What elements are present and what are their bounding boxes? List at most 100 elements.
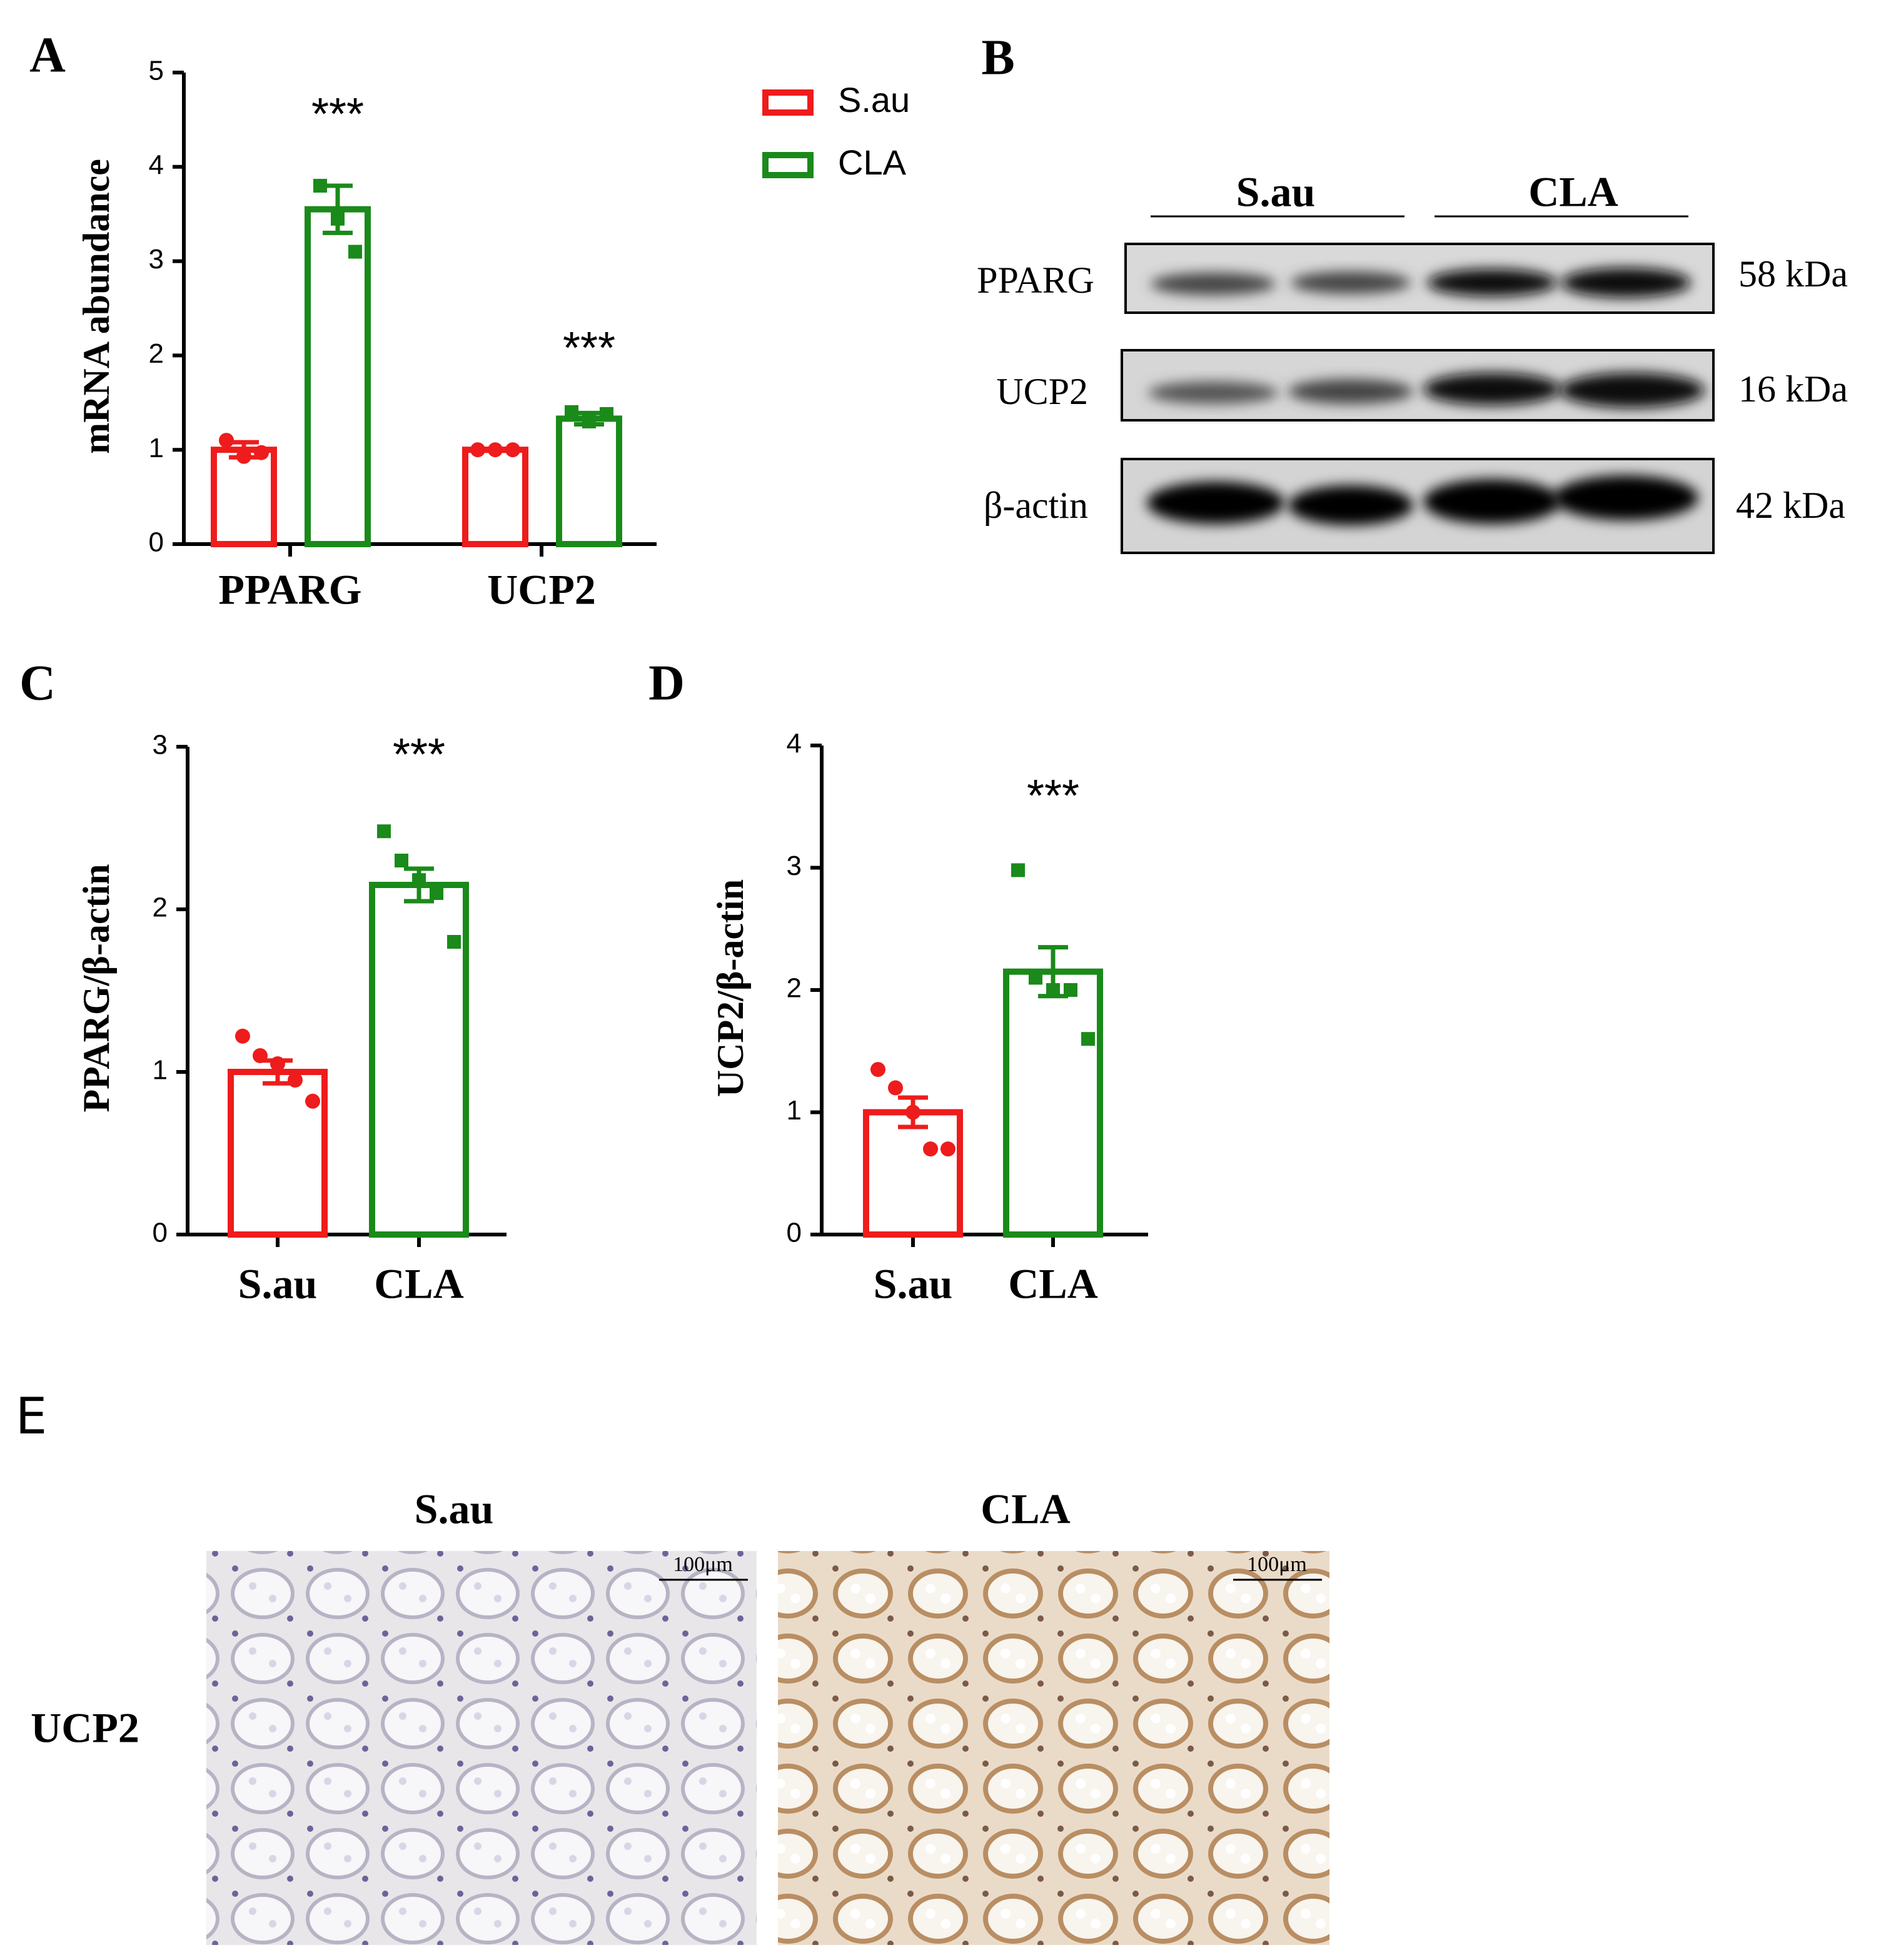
data-point — [331, 211, 345, 226]
y-tick-label: 0 — [149, 527, 164, 558]
x-tick-label: CLA — [1008, 1260, 1098, 1308]
bar — [863, 1109, 963, 1238]
x-tick-label: UCP2 — [487, 566, 596, 614]
panel-label: D — [648, 655, 685, 710]
data-point — [254, 445, 269, 460]
band — [1427, 269, 1557, 296]
band — [1291, 271, 1411, 294]
size-label: 16 kDa — [1738, 368, 1848, 410]
size-label: 58 kDa — [1738, 253, 1848, 295]
legend-label: CLA — [838, 143, 907, 182]
data-point — [235, 1028, 250, 1044]
data-point — [1029, 971, 1042, 985]
row-label: β-actin — [984, 485, 1088, 526]
y-tick-label: 1 — [153, 1055, 168, 1086]
histology: E S.au CLA UCP2 100μm 100μm — [16, 1387, 1329, 1945]
y-axis-label: mRNA abundance — [76, 159, 117, 454]
data-point — [1081, 1032, 1095, 1046]
panel-label: C — [19, 655, 56, 710]
data-point — [430, 886, 443, 900]
group-label: S.au — [1236, 168, 1316, 216]
annotation: *** — [1027, 771, 1079, 821]
panel-label: A — [29, 28, 66, 83]
column-label: S.au — [415, 1485, 494, 1533]
band — [1423, 373, 1561, 405]
data-point — [505, 442, 520, 458]
data-point — [313, 178, 327, 193]
data-point — [348, 245, 362, 259]
data-point — [1046, 983, 1060, 997]
column-label: CLA — [981, 1485, 1071, 1533]
legend-swatch — [762, 152, 814, 178]
data-point — [305, 1093, 320, 1109]
y-tick-label: 4 — [787, 729, 802, 759]
data-point — [412, 873, 426, 887]
data-point — [395, 854, 408, 867]
data-point — [288, 1073, 303, 1088]
band — [1288, 379, 1413, 404]
bar — [1003, 968, 1103, 1238]
x-tick-label: S.au — [238, 1260, 318, 1308]
group-label: CLA — [1528, 168, 1618, 216]
band — [1423, 479, 1561, 524]
bar — [305, 206, 371, 548]
y-tick-label: 0 — [153, 1218, 168, 1248]
data-point — [940, 1141, 956, 1157]
scale-bar-label: 100μm — [1247, 1553, 1307, 1576]
data-point — [270, 1056, 285, 1071]
band — [1553, 475, 1698, 520]
data-point — [582, 414, 596, 428]
data-point — [1064, 983, 1077, 997]
data-point — [447, 935, 461, 949]
scale-bar-label: 100μm — [673, 1553, 733, 1576]
y-tick-label: 4 — [149, 149, 164, 180]
x-tick-label: CLA — [374, 1260, 464, 1308]
row-label: UCP2 — [31, 1704, 139, 1752]
data-point — [870, 1062, 885, 1078]
western-blot: B S.au CLA PPARG UCP2 β-actin 58 kDa 16 … — [977, 30, 1848, 554]
size-label: 42 kDa — [1736, 485, 1845, 526]
panel-label: B — [981, 30, 1014, 85]
data-point — [377, 824, 391, 839]
y-tick-label: 0 — [787, 1218, 802, 1248]
y-tick-label: 3 — [153, 730, 168, 760]
band — [1147, 482, 1284, 524]
data-point — [488, 442, 503, 458]
band — [1561, 268, 1691, 298]
data-point — [236, 448, 251, 464]
micrograph — [206, 1551, 757, 1945]
y-tick-label: 2 — [149, 338, 164, 369]
y-tick-label: 1 — [149, 433, 164, 463]
y-tick-label: 5 — [149, 56, 164, 86]
x-tick-label: PPARG — [218, 566, 361, 614]
data-point — [905, 1104, 920, 1120]
bar — [556, 415, 622, 547]
row-label: UCP2 — [996, 371, 1088, 412]
annotation: *** — [563, 323, 615, 373]
data-point — [1011, 863, 1025, 877]
band — [1148, 381, 1278, 404]
micrograph — [778, 1551, 1329, 1945]
y-tick-label: 3 — [149, 244, 164, 275]
y-tick-label: 2 — [787, 973, 802, 1004]
bar — [211, 447, 277, 548]
data-point — [888, 1080, 903, 1096]
panel-label: E — [16, 1387, 48, 1445]
band — [1151, 273, 1276, 295]
data-point — [600, 407, 613, 421]
band — [1560, 373, 1705, 408]
y-tick-label: 1 — [787, 1095, 802, 1126]
band — [1288, 485, 1413, 525]
y-tick-label: 2 — [153, 892, 168, 923]
legend-label: S.au — [838, 80, 910, 119]
data-point — [253, 1048, 268, 1063]
data-point — [470, 442, 485, 458]
legend-swatch — [762, 89, 814, 116]
y-axis-label: PPARG/β-actin — [76, 864, 117, 1112]
row-label: PPARG — [977, 260, 1094, 301]
bar — [462, 447, 528, 548]
data-point — [219, 433, 234, 448]
y-axis-label: UCP2/β-actin — [710, 879, 751, 1097]
annotation: *** — [311, 89, 364, 139]
